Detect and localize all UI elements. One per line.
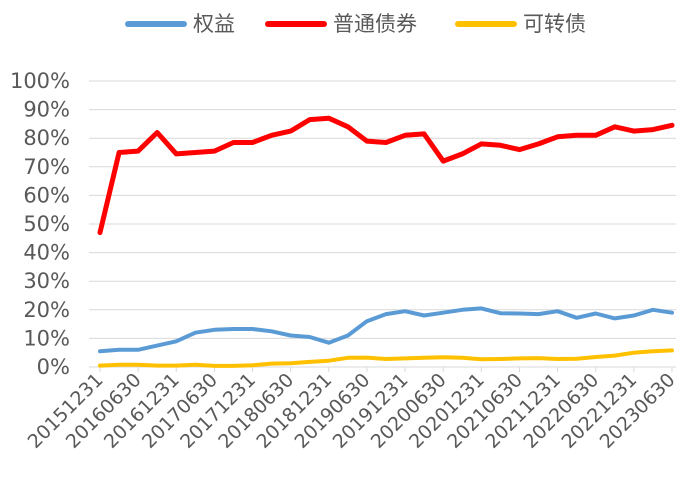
grid (89, 80, 676, 368)
x-axis-ticks: 2015123120160630201612312017063020171231… (24, 367, 680, 453)
series-line-1 (98, 306, 674, 354)
y-tick-label: 100% (10, 69, 70, 93)
legend-label: 普通债券 (333, 12, 417, 36)
y-tick-label: 0% (37, 355, 70, 379)
y-tick-label: 10% (23, 326, 70, 350)
legend-label: 权益 (193, 12, 235, 36)
legend: 权益 普通债券 可转债 (125, 12, 586, 36)
y-axis-ticks: 0% 10% 20% 30% 40% 50% 60% 70% 80% 90% 100% (10, 69, 70, 379)
y-tick-label: 50% (23, 212, 70, 236)
y-tick-label: 40% (23, 241, 70, 265)
legend-item-1: 权益 (125, 12, 235, 36)
series-lines (97, 115, 675, 368)
series-line-3 (98, 348, 674, 368)
y-tick-label: 70% (23, 155, 70, 179)
y-tick-label: 20% (23, 298, 70, 322)
legend-item-3: 可转债 (455, 12, 586, 36)
legend-item-2: 普通债券 (265, 12, 417, 36)
y-tick-label: 90% (23, 98, 70, 122)
y-tick-label: 80% (23, 126, 70, 150)
y-tick-label: 30% (23, 269, 70, 293)
series-line-2 (97, 115, 675, 236)
legend-label: 可转债 (523, 12, 586, 36)
y-tick-label: 60% (23, 183, 70, 207)
